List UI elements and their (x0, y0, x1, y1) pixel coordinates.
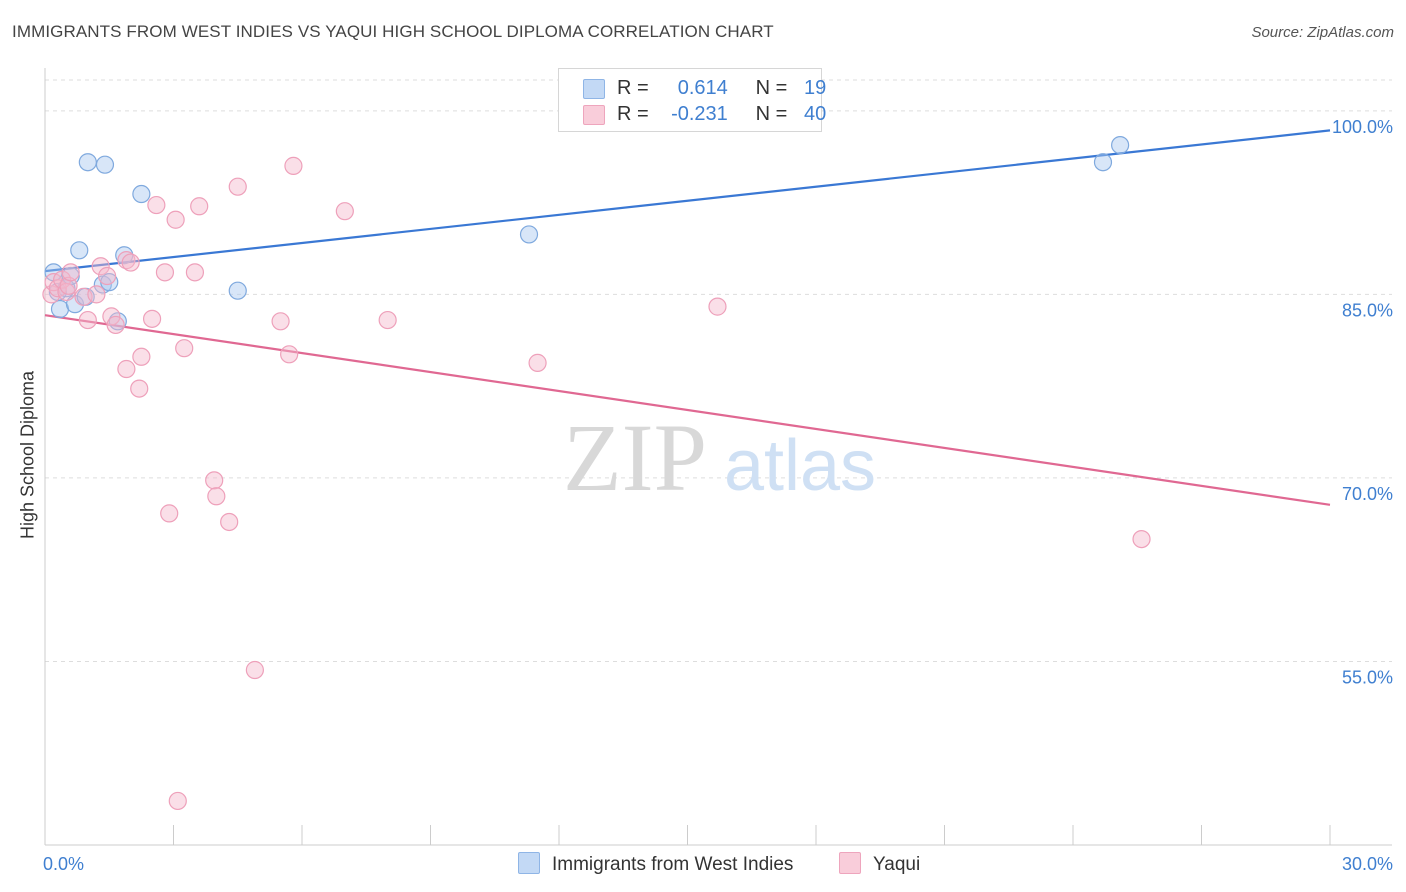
legend-r-label: R = (617, 77, 649, 99)
point-west-indies (1093, 153, 1113, 172)
watermark: ZIP atlas (563, 404, 876, 511)
point-yaqui (132, 347, 151, 366)
legend-n-value: 19 (803, 77, 827, 99)
legend-r-label: R = (617, 103, 649, 125)
y-tick-label: 85.0% (1342, 300, 1393, 320)
point-yaqui (87, 285, 106, 304)
gridlines (45, 79, 1392, 662)
bottom-legend-west-indies: Immigrants from West Indies (518, 852, 793, 876)
legend-n-label: N = (755, 77, 788, 99)
x-tick-label: 0.0% (43, 854, 84, 874)
point-yaqui (245, 660, 264, 680)
point-yaqui (205, 471, 224, 490)
trendline-west-indies (44, 129, 1331, 273)
point-yaqui (280, 345, 299, 364)
point-yaqui (98, 266, 117, 286)
point-yaqui (106, 315, 125, 335)
legend-swatch-pink (583, 105, 605, 125)
point-yaqui (175, 339, 194, 358)
bottom-legend-label: Immigrants from West Indies (552, 854, 794, 875)
y-tick-labels: 55.0% 70.0% 85.0% 100.0% (1332, 117, 1393, 688)
point-yaqui (190, 197, 209, 216)
point-yaqui (271, 312, 290, 331)
axes (44, 68, 1392, 846)
trendline-yaqui (44, 314, 1331, 506)
bottom-legend-swatch-blue (518, 852, 540, 874)
point-yaqui (91, 257, 110, 276)
x-tick-label: 30.0% (1342, 854, 1393, 874)
legend-swatch-blue (583, 79, 605, 99)
point-yaqui (59, 276, 78, 295)
bottom-legend-yaqui: Yaqui (839, 852, 920, 876)
correlation-legend: R = 0.614 N = 19 R = -0.231 N = 40 (558, 68, 826, 132)
point-yaqui (1132, 529, 1151, 549)
legend-r-value: -0.231 (671, 103, 728, 125)
y-tick-label: 100.0% (1332, 117, 1393, 137)
y-tick-label: 55.0% (1342, 667, 1393, 687)
point-west-indies (78, 153, 97, 172)
point-west-indies (132, 184, 151, 204)
legend-n-value: 40 (803, 103, 827, 125)
point-yaqui (155, 263, 175, 282)
watermark-zip: ZIP (563, 404, 707, 511)
point-yaqui (528, 353, 547, 372)
trendlines (44, 129, 1331, 506)
point-yaqui (185, 263, 205, 282)
x-tick-labels: 0.0% 30.0% (43, 854, 1393, 874)
point-yaqui (121, 253, 140, 272)
legend-n-label: N = (755, 103, 788, 125)
point-yaqui (207, 487, 226, 506)
point-yaqui (166, 210, 185, 229)
point-yaqui (130, 379, 149, 398)
point-west-indies (70, 241, 89, 260)
chart-source: Source: ZipAtlas.com (1251, 24, 1394, 41)
point-yaqui (378, 310, 397, 330)
point-yaqui (142, 309, 162, 328)
chart-title: IMMIGRANTS FROM WEST INDIES VS YAQUI HIG… (12, 22, 774, 41)
point-yaqui (61, 263, 80, 282)
point-west-indies (1111, 135, 1130, 155)
point-yaqui (708, 297, 727, 316)
bottom-legend-label: Yaqui (873, 854, 921, 875)
data-points (42, 135, 1151, 811)
point-yaqui (220, 512, 239, 532)
point-yaqui (168, 791, 187, 811)
bottom-legend-swatch-pink (839, 852, 861, 874)
point-west-indies (228, 281, 247, 300)
point-yaqui (147, 195, 166, 215)
point-west-indies (50, 299, 70, 319)
point-yaqui (284, 156, 303, 175)
point-yaqui (78, 310, 97, 330)
watermark-atlas: atlas (724, 426, 876, 506)
point-yaqui (160, 504, 179, 523)
point-west-indies (519, 225, 539, 244)
y-axis-label: High School Diploma (17, 370, 38, 540)
y-tick-label: 70.0% (1342, 484, 1393, 504)
point-yaqui (228, 177, 247, 196)
point-yaqui (117, 359, 136, 379)
point-yaqui (102, 307, 121, 326)
point-yaqui (335, 202, 354, 221)
point-west-indies (95, 155, 115, 174)
legend-r-value: 0.614 (677, 77, 728, 99)
